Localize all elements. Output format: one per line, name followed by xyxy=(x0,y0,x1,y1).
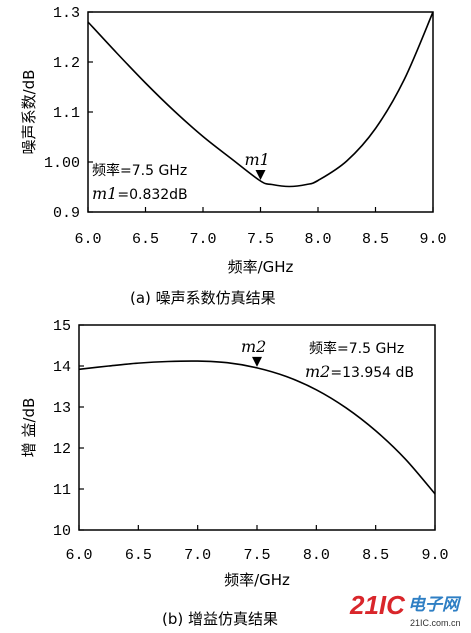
chart-a-plot-frame xyxy=(87,11,434,213)
chart-b-caption: (b) 增益仿真结果 xyxy=(162,610,278,628)
watermark-brand-dianziwang: 电子网 xyxy=(408,595,462,614)
watermark-logo: 21IC 电子网 21IC.com.cn xyxy=(349,590,462,628)
chart-b-x-tick-label: 7.0 xyxy=(184,547,211,564)
chart-a-y-axis: 0.9 1.00 1.1 1.2 1.3 xyxy=(44,5,93,222)
chart-a-x-tick-label: 9.0 xyxy=(419,231,446,248)
chart-a-y-tick-label: 1.1 xyxy=(53,105,80,122)
chart-a-marker-label: m1 xyxy=(245,150,270,169)
chart-a-x-tick-label: 8.0 xyxy=(304,231,331,248)
chart-a-x-tick-label: 6.5 xyxy=(132,231,159,248)
chart-a-x-axis-label: 频率/GHz xyxy=(228,258,294,276)
chart-a-marker-value: m1=0.832dB xyxy=(92,184,188,203)
chart-b-y-tick-label: 14 xyxy=(53,359,71,376)
chart-a-y-tick-label: 1.00 xyxy=(44,155,80,172)
chart-b-marker-value-name: m2 xyxy=(305,362,330,381)
chart-b-x-tick-label: 7.5 xyxy=(243,547,270,564)
chart-a-marker-value-number: =0.832dB xyxy=(117,187,187,203)
chart-a-y-tick-label: 1.3 xyxy=(53,5,80,22)
chart-b-y-tick-label: 10 xyxy=(53,523,71,540)
chart-a-noise-figure: 6.0 6.5 7.0 7.5 8.0 8.5 9.0 0.9 1.00 1.1 1.2 1.3 m… xyxy=(20,5,447,307)
chart-a-marker-triangle xyxy=(255,170,266,180)
chart-b-x-tick-label: 6.0 xyxy=(65,547,92,564)
chart-a-marker-value-name: m1 xyxy=(92,184,117,203)
chart-b-x-tick-label: 8.0 xyxy=(303,547,330,564)
chart-b-gain: 6.0 6.5 7.0 7.5 8.0 8.5 9.0 10 11 12 13 14 15 m2 频率… xyxy=(20,318,449,628)
chart-b-series-line xyxy=(78,360,436,495)
chart-b-marker-value: m2=13.954 dB xyxy=(305,362,414,381)
chart-b-x-axis-label: 频率/GHz xyxy=(224,571,290,589)
chart-b-marker-label: m2 xyxy=(241,337,266,356)
chart-b-marker-frequency: 频率=7.5 GHz xyxy=(309,340,404,357)
chart-a-x-tick-label: 6.0 xyxy=(74,231,101,248)
chart-a-series-line xyxy=(87,11,434,188)
chart-a-caption: (a) 噪声系数仿真结果 xyxy=(130,289,276,307)
chart-b-x-tick-label: 9.0 xyxy=(421,547,448,564)
chart-b-marker-value-number: =13.954 dB xyxy=(330,365,414,381)
chart-b-y-tick-label: 12 xyxy=(53,441,71,458)
chart-b-y-tick-label: 11 xyxy=(53,482,71,499)
chart-b-x-tick-label: 8.5 xyxy=(362,547,389,564)
chart-a-y-axis-label: 噪声系数/dB xyxy=(20,70,38,155)
chart-b-y-tick-label: 15 xyxy=(53,318,71,335)
chart-a-x-axis: 6.0 6.5 7.0 7.5 8.0 8.5 9.0 xyxy=(74,207,447,248)
chart-b-y-axis-label: 增 益/dB xyxy=(20,398,38,458)
chart-a-x-tick-label: 8.5 xyxy=(362,231,389,248)
chart-a-x-tick-label: 7.0 xyxy=(189,231,216,248)
chart-a-marker-frequency: 频率=7.5 GHz xyxy=(92,162,187,179)
chart-b-x-axis: 6.0 6.5 7.0 7.5 8.0 8.5 9.0 xyxy=(65,525,449,564)
chart-a-x-tick-label: 7.5 xyxy=(247,231,274,248)
chart-b-y-axis: 10 11 12 13 14 15 xyxy=(53,318,84,540)
chart-b-y-tick-label: 13 xyxy=(53,400,71,417)
watermark-site: 21IC.com.cn xyxy=(410,618,461,628)
chart-b-marker-triangle xyxy=(252,356,262,367)
chart-a-y-tick-label: 1.2 xyxy=(53,55,80,72)
chart-a-y-tick-label: 0.9 xyxy=(53,205,80,222)
watermark-brand-21ic: 21IC xyxy=(349,590,406,620)
chart-b-x-tick-label: 6.5 xyxy=(125,547,152,564)
